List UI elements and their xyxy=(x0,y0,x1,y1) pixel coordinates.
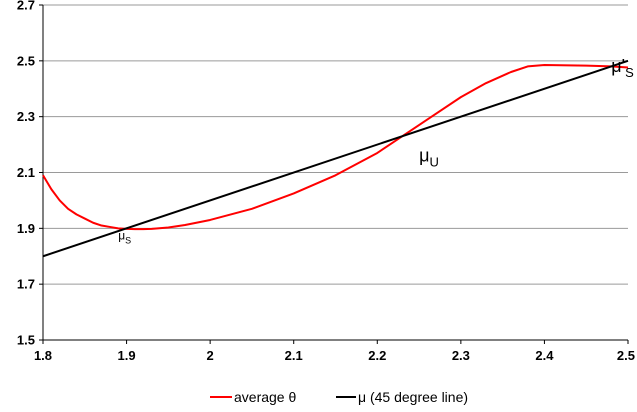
annotation-main-text: μ xyxy=(419,145,429,165)
x-tick-label: 2.2 xyxy=(368,348,386,363)
mu-s-label: μS xyxy=(118,229,131,246)
x-tick-label: 2.4 xyxy=(535,348,554,363)
y-tick-label: 1.7 xyxy=(17,277,35,292)
y-tick-label: 2.5 xyxy=(17,53,35,68)
axes xyxy=(39,4,629,344)
y-tick-label: 1.5 xyxy=(17,333,35,348)
y-tick-label: 2.3 xyxy=(17,109,35,124)
annotation-subscript: S xyxy=(125,236,131,246)
annotation-subscript: U xyxy=(429,154,438,169)
x-tick-label: 2.1 xyxy=(285,348,303,363)
legend: average θ μ (45 degree line) xyxy=(210,389,468,405)
y-tick-label: 2.7 xyxy=(17,0,35,13)
series-lines xyxy=(42,59,629,258)
annotation-main-text: μ xyxy=(118,229,125,243)
y-tick-label: 2.1 xyxy=(17,165,35,180)
x-tick-label: 2 xyxy=(207,348,214,363)
grid-lines xyxy=(43,4,628,341)
tick-labels: 1.5 1.7 1.9 2.1 2.3 2.5 2.7 1.8 1.9 2 2.1 2.2 2.3 2.4… xyxy=(17,0,635,363)
annotation-subscript: S xyxy=(625,65,634,80)
legend-label-mu: μ (45 degree line) xyxy=(358,389,468,405)
mu-45-degree-line xyxy=(42,59,629,258)
annotation-main-text: μ' xyxy=(611,56,625,76)
mu-prime-s-label: μ'S xyxy=(611,56,634,80)
y-tick-label: 1.9 xyxy=(17,221,35,236)
mu-u-label: μU xyxy=(419,145,439,169)
x-tick-label: 1.8 xyxy=(34,348,52,363)
x-tick-label: 1.9 xyxy=(118,348,136,363)
x-tick-label: 2.5 xyxy=(617,348,635,363)
average-theta-line xyxy=(42,64,629,231)
legend-label-average-theta: average θ xyxy=(234,389,296,405)
x-tick-label: 2.3 xyxy=(452,348,470,363)
